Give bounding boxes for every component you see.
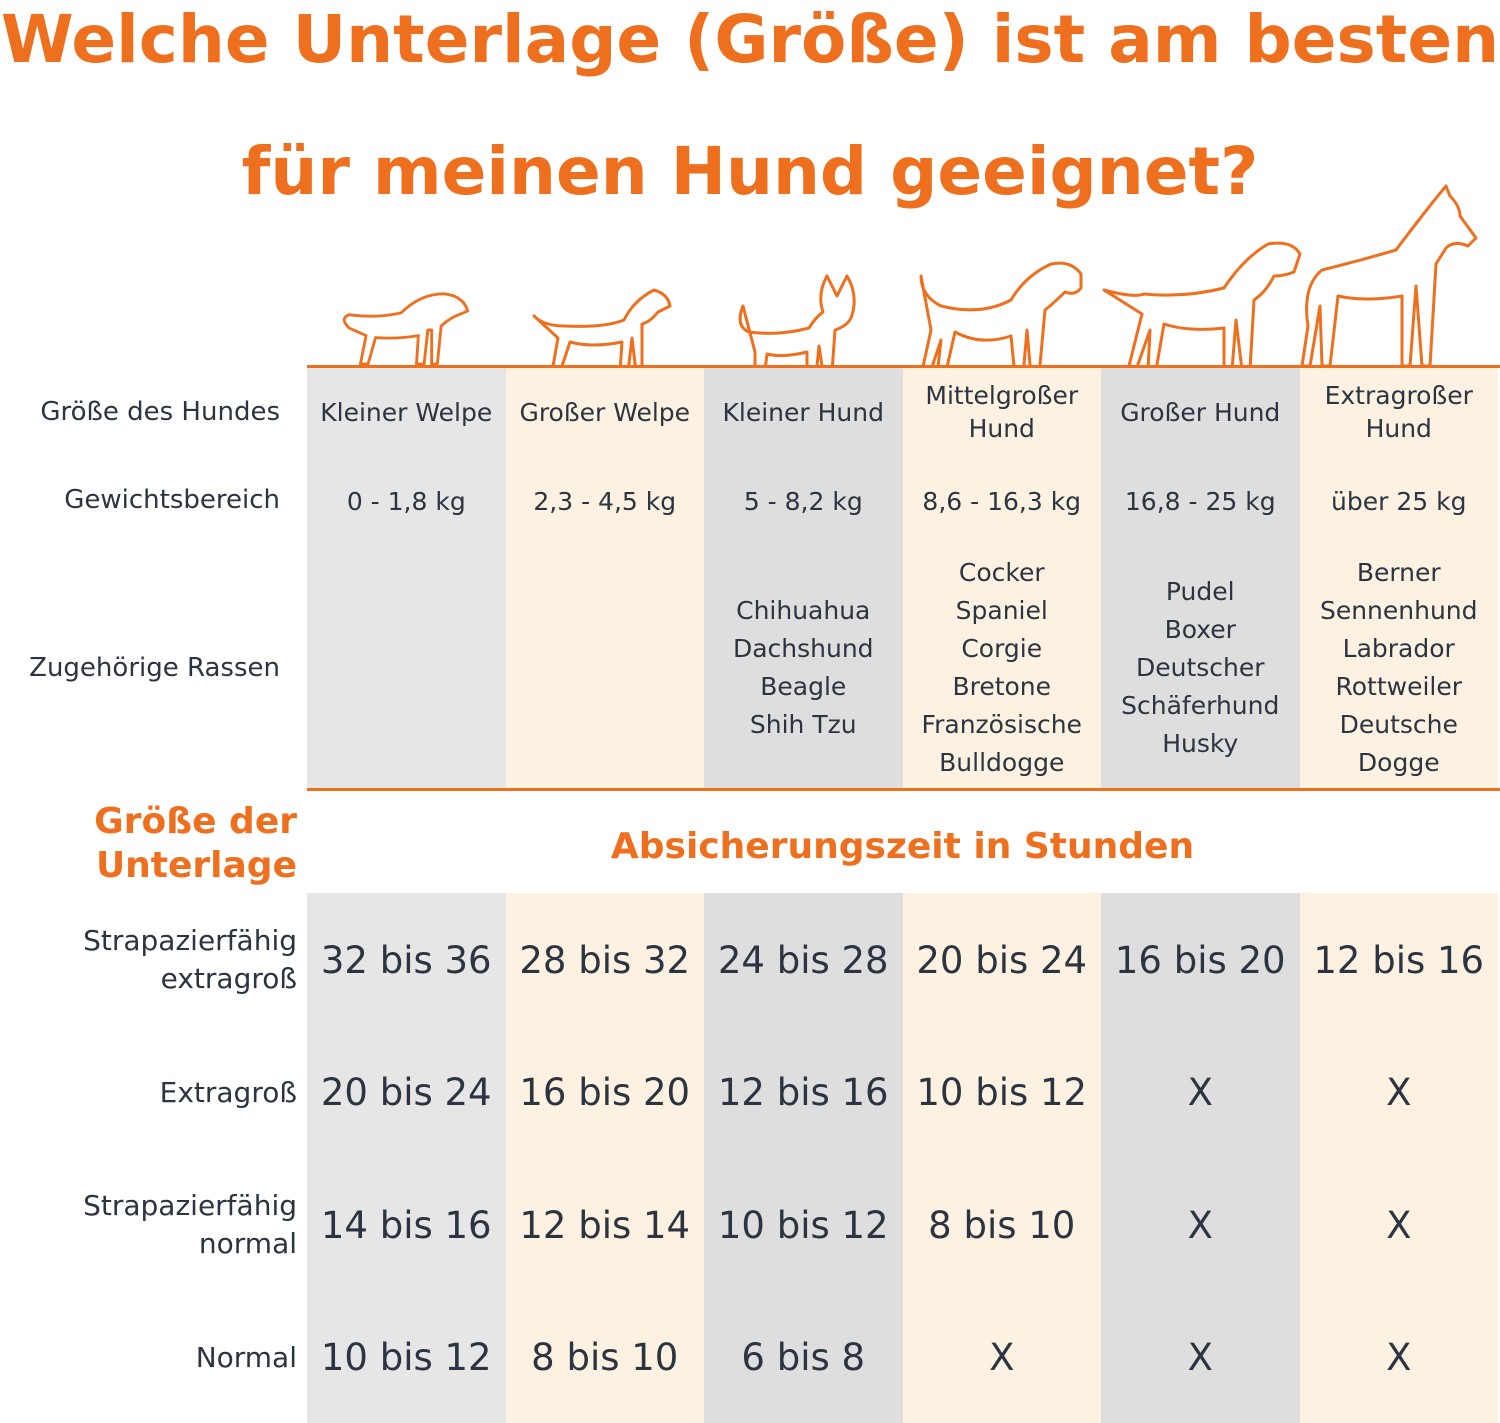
time-value: 20 bis 24 (916, 938, 1088, 982)
breed-name: Dachshund (732, 634, 874, 663)
breed-name: Chihuahua (736, 596, 871, 625)
weight-label: 2,3 - 4,5 kg (533, 486, 677, 516)
row-label: Extragroß (159, 1075, 297, 1109)
column-bg (1101, 368, 1300, 788)
row-label: Strapazierfähig extragroß (83, 924, 297, 995)
column-bg (1101, 893, 1300, 1423)
time-value: 24 bis 28 (717, 938, 889, 982)
weight-label: 16,8 - 25 kg (1124, 486, 1276, 516)
divider (307, 365, 1500, 368)
breed-name: Pudel (1165, 577, 1235, 606)
time-value: 8 bis 10 (928, 1203, 1076, 1247)
time-value: X (1187, 1071, 1213, 1114)
size-label: Großer Hund (1120, 397, 1281, 427)
column-bg (902, 893, 1101, 1423)
divider (307, 788, 1500, 791)
breed-name: Französische Bulldogge (921, 710, 1082, 777)
title-line: für meinen Hund geeignet? (241, 133, 1259, 210)
breed-list: Chihuahua Dachshund Beagle Shih Tzu (704, 550, 903, 786)
column-bg (704, 368, 903, 788)
time-value: 12 bis 14 (519, 1203, 691, 1247)
section-heading: Absicherungszeit in Stunden (610, 825, 1195, 867)
time-value: 12 bis 16 (717, 1071, 889, 1114)
time-value: 10 bis 12 (717, 1203, 889, 1247)
time-value: 32 bis 36 (320, 938, 492, 982)
breed-name: Rottweiler (1335, 672, 1463, 701)
time-value: 20 bis 24 (320, 1071, 492, 1114)
weight-label: 5 - 8,2 kg (743, 486, 863, 516)
column-bg (1299, 368, 1498, 788)
weight-label: über 25 kg (1331, 486, 1467, 516)
row-label: Strapazierfähig normal (83, 1189, 297, 1260)
row-label: Normal (195, 1340, 297, 1374)
time-value: 12 bis 16 (1313, 938, 1485, 982)
weight-label: 0 - 1,8 kg (346, 486, 466, 516)
time-value: 8 bis 10 (531, 1336, 679, 1379)
column-bg (307, 893, 506, 1423)
dog-icon-group (342, 184, 1478, 370)
breed-list: Pudel Boxer Deutscher Schäferhund Husky (1101, 550, 1300, 786)
breed-name: Shih Tzu (749, 710, 857, 739)
size-label: Großer Welpe (519, 397, 691, 427)
breed-list: Cocker Spaniel Corgie Bretone Französische … (903, 550, 1102, 786)
breed-list: Berner Sennenhund Labrador Rottweiler Deuts… (1300, 550, 1499, 786)
breed-name: Husky (1162, 729, 1239, 758)
breed-list (506, 550, 705, 786)
time-value: 14 bis 16 (320, 1203, 492, 1247)
column-bg (704, 893, 903, 1423)
breed-name: Boxer (1164, 615, 1236, 644)
time-value: 28 bis 32 (519, 938, 691, 982)
size-label: Extragroßer Hund (1324, 381, 1473, 443)
time-value: X (989, 1336, 1015, 1379)
breed-name: Corgie (961, 634, 1043, 663)
time-value: X (1386, 1071, 1412, 1114)
column-bg (902, 368, 1101, 788)
size-label: Mittelgroßer Hund (925, 381, 1079, 443)
breed-name: Deutsche Dogge (1339, 710, 1458, 777)
dog-icon (1300, 184, 1478, 368)
time-value: X (1187, 1203, 1213, 1247)
row-label: Zugehörige Rassen (29, 653, 280, 683)
breed-name: Cocker Spaniel (955, 558, 1048, 625)
time-value: X (1386, 1203, 1412, 1247)
time-value: 10 bis 12 (320, 1336, 492, 1379)
breed-list (307, 550, 506, 786)
corner-label: Größe der Unterlage (94, 801, 297, 886)
dog-icon (532, 288, 672, 370)
time-value: X (1386, 1336, 1412, 1379)
column-bg (505, 893, 704, 1423)
row-label: Größe des Hundes (40, 397, 280, 427)
dog-icon (919, 261, 1083, 370)
breed-name: Berner Sennenhund (1319, 558, 1478, 625)
time-value: 10 bis 12 (916, 1071, 1088, 1114)
weight-label: 8,6 - 16,3 kg (922, 486, 1082, 516)
time-value: 6 bis 8 (741, 1336, 866, 1379)
dog-icon (342, 292, 470, 366)
time-value: X (1187, 1336, 1213, 1379)
size-label: Kleiner Welpe (320, 397, 493, 427)
dog-icons (342, 184, 1478, 370)
column-bg (505, 368, 704, 788)
time-value: 16 bis 20 (1114, 938, 1286, 982)
breed-name: Deutscher Schäferhund (1121, 653, 1280, 720)
breed-name: Beagle (760, 672, 847, 701)
column-bg (1299, 893, 1498, 1423)
dog-icon (738, 274, 856, 370)
breed-name: Bretone (952, 672, 1052, 701)
title-line: Welche Unterlage (Größe) ist am besten (0, 1, 1500, 78)
row-label: Gewichtsbereich (64, 485, 280, 515)
column-bg (307, 368, 506, 788)
time-value: 16 bis 20 (519, 1071, 691, 1114)
size-label: Kleiner Hund (722, 397, 884, 427)
dog-icon (1102, 241, 1302, 370)
breed-name: Labrador (1342, 634, 1455, 663)
